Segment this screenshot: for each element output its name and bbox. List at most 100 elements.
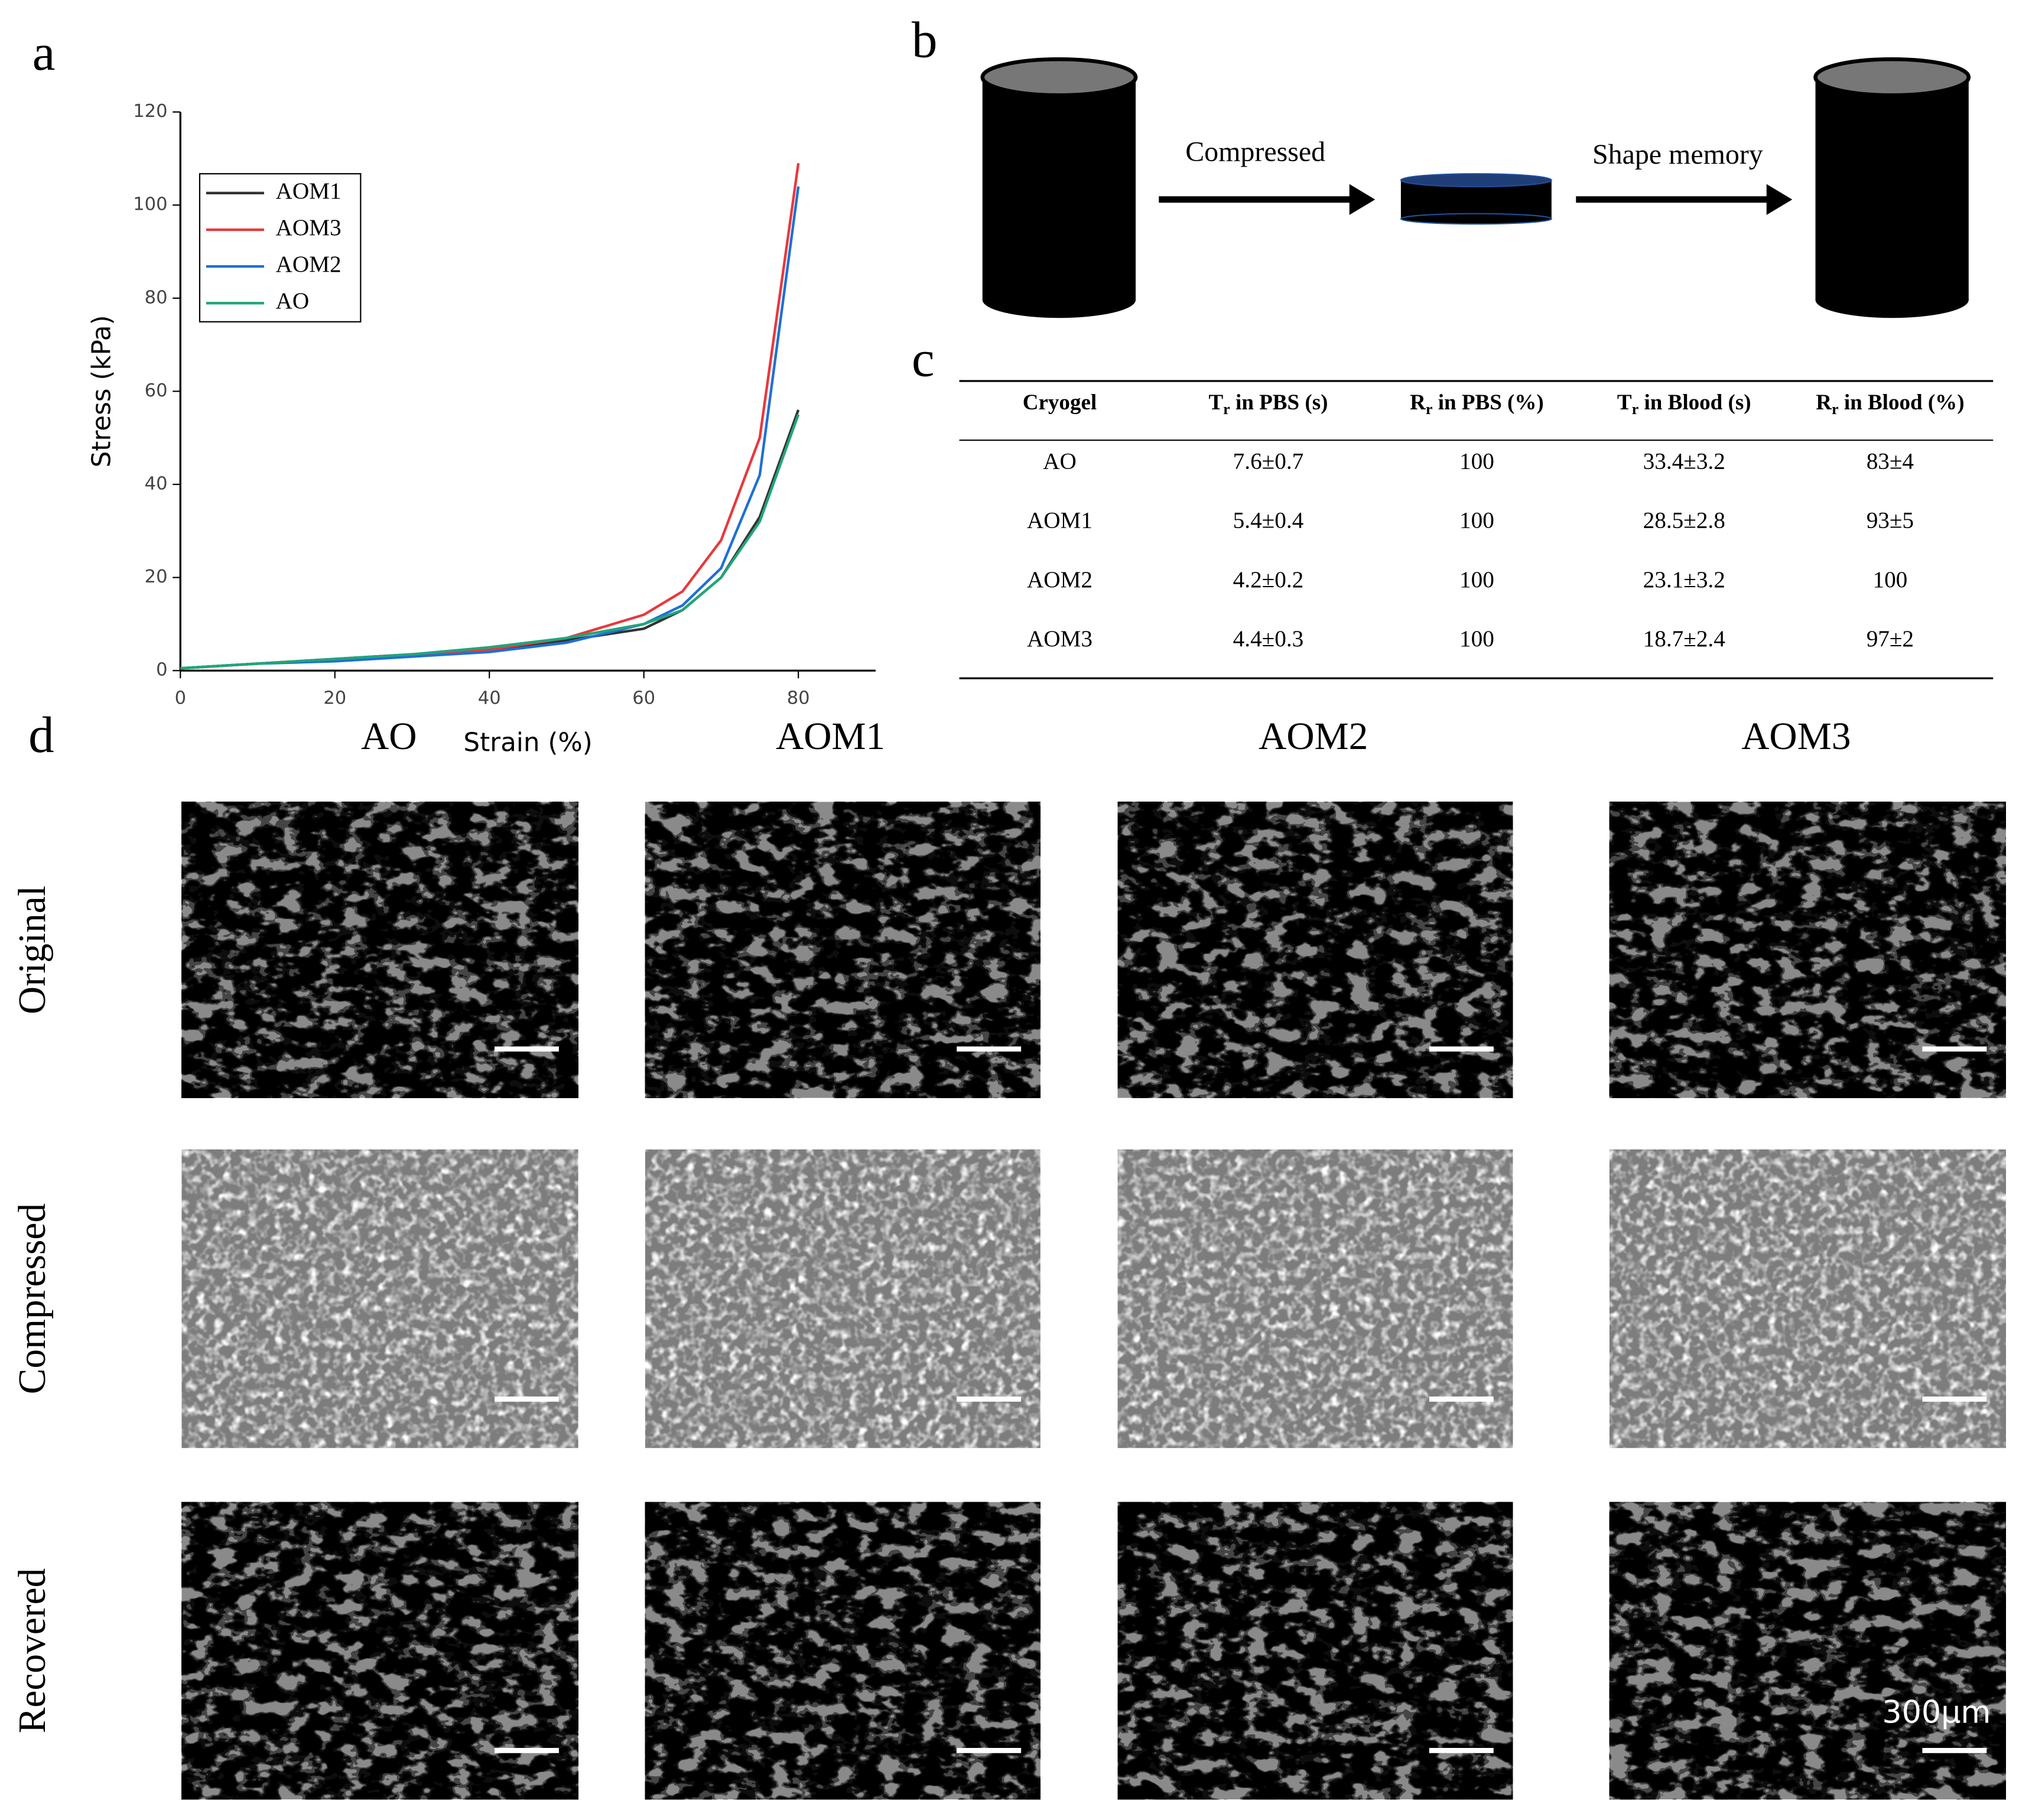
cylinder	[980, 57, 1138, 318]
legend-box	[199, 173, 362, 323]
sem-image	[1609, 802, 2006, 1098]
table-header: Tr in PBS (s)	[1208, 390, 1328, 418]
table-cell: AOM2	[1027, 567, 1093, 592]
arrow	[1159, 184, 1376, 215]
sem-image	[1117, 802, 1513, 1098]
sem-texture	[1609, 1502, 2006, 1800]
table-cell: 23.1±3.2	[1643, 567, 1725, 592]
y-tick-label: 120	[133, 101, 167, 122]
header-part: in Blood (%)	[1839, 390, 1965, 415]
legend-label: AOM3	[276, 215, 342, 240]
table-cell: 7.6±0.7	[1233, 448, 1304, 474]
table-cell: 93±5	[1867, 508, 1914, 533]
sem-texture	[1117, 1149, 1513, 1448]
sem-image	[1609, 1502, 2006, 1800]
table-cell: 18.7±2.4	[1643, 626, 1725, 652]
arrow	[1576, 184, 1793, 215]
header-part: in PBS (%)	[1432, 390, 1543, 415]
header-part: r	[1223, 401, 1230, 418]
disk	[1400, 173, 1552, 225]
table-cell: 33.4±3.2	[1643, 448, 1725, 474]
table-cell: 97±2	[1867, 626, 1914, 652]
column-label: AOM1	[776, 715, 885, 758]
diagram: Compressed Shape memory	[980, 57, 1971, 318]
x-axis-label: Strain (%)	[463, 728, 592, 757]
sem-image	[1117, 1502, 1513, 1800]
legend-label: AOM1	[276, 178, 342, 204]
sem-image	[181, 802, 578, 1098]
scale-bar-label: 300μm	[1882, 1694, 1991, 1730]
table-cell: 100	[1459, 626, 1494, 652]
row-label: Recovered	[11, 1568, 54, 1733]
arrow-label: Compressed	[1185, 136, 1325, 167]
y-tick-label: 80	[145, 287, 168, 308]
header-part: in Blood (s)	[1638, 390, 1751, 415]
table-cell: 4.4±0.3	[1233, 626, 1304, 652]
x-tick-label: 80	[787, 688, 810, 709]
panel-label: d	[28, 706, 54, 763]
sem-image	[181, 1502, 578, 1800]
y-tick-label: 100	[133, 194, 167, 215]
row-label: Original	[11, 885, 54, 1014]
sem-image	[1609, 1149, 2006, 1448]
table: Cryogel Tr in PBS (s) Rr in PBS (%) Tr in B…	[959, 380, 1994, 679]
data-line	[180, 186, 800, 670]
table-cell: 83±4	[1867, 448, 1914, 474]
legend-label: AOM2	[276, 252, 342, 277]
sem-texture	[1609, 1149, 2006, 1448]
table-cell: AOM3	[1027, 626, 1093, 652]
x-tick-label: 20	[323, 688, 346, 709]
table-cell: 100	[1872, 567, 1907, 592]
table-cell: 100	[1459, 508, 1494, 533]
panel-label: a	[32, 24, 56, 81]
table-header: Cryogel	[1023, 390, 1097, 415]
header-part: T	[1617, 390, 1632, 415]
x-tick-label: 40	[478, 688, 501, 709]
panel-label: b	[912, 11, 938, 68]
sem-texture	[1117, 1502, 1513, 1800]
sem-image	[1117, 1149, 1513, 1448]
sem-texture	[181, 1149, 578, 1448]
table-header: Rr in Blood (%)	[1816, 390, 1964, 418]
sem-image	[645, 802, 1041, 1098]
header-part: in PBS (s)	[1230, 390, 1328, 415]
sem-image	[645, 1502, 1041, 1800]
sem-image	[645, 1149, 1041, 1448]
sem-texture	[645, 802, 1041, 1098]
y-tick-label: 0	[156, 660, 167, 681]
y-axis-label: Stress (kPa)	[87, 315, 117, 467]
header-part: R	[1410, 390, 1426, 415]
sem-texture	[181, 1502, 578, 1800]
panel-label: c	[912, 330, 935, 388]
table-header: Rr in PBS (%)	[1410, 390, 1544, 418]
table-cell: 100	[1459, 448, 1494, 474]
header-part: r	[1832, 401, 1839, 418]
sem-texture	[645, 1502, 1041, 1800]
header-part: r	[1632, 401, 1639, 418]
table-cell: 4.2±0.2	[1233, 567, 1304, 592]
table-cell: 28.5±2.8	[1643, 508, 1725, 533]
y-tick-label: 20	[145, 566, 168, 587]
cylinder	[1813, 57, 1971, 318]
x-tick-label: 60	[632, 688, 655, 709]
header-part: r	[1426, 401, 1433, 418]
sem-texture	[645, 1149, 1041, 1448]
legend-label: AO	[276, 288, 310, 314]
data-line	[180, 414, 800, 670]
table-cell: 100	[1459, 567, 1494, 592]
column-label: AOM2	[1259, 715, 1368, 758]
arrow-label: Shape memory	[1592, 139, 1763, 170]
chart: 0 20 40 60 80 0 20 40 60 80 100 120 Strain (%) Stress…	[87, 101, 876, 757]
row-label: Compressed	[11, 1203, 54, 1394]
table-header: Tr in Blood (s)	[1617, 390, 1751, 418]
sem-image	[181, 1149, 578, 1448]
table-cell: 5.4±0.4	[1233, 508, 1304, 533]
column-label: AOM3	[1741, 715, 1851, 758]
y-tick-label: 40	[145, 474, 168, 494]
header-part: T	[1208, 390, 1223, 415]
column-label: AO	[361, 715, 417, 758]
x-tick-label: 0	[175, 688, 186, 709]
header-part: R	[1816, 390, 1832, 415]
